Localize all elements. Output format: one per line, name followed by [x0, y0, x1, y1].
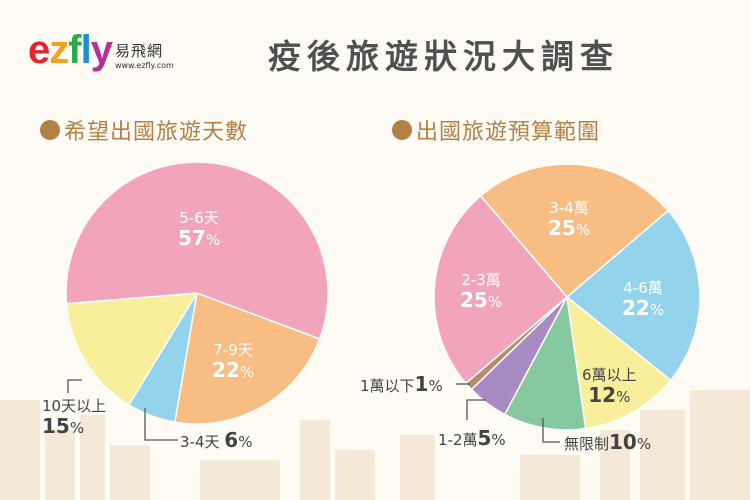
leader-line-10days	[67, 379, 82, 393]
logo-url: www.ezfly.com	[114, 61, 174, 70]
ezfly-logo[interactable]: ezfly 易飛網 www.ezfly.com	[28, 30, 174, 70]
logo-chinese-name: 易飛網	[114, 42, 163, 60]
label-3-4-wan: 3-4萬 25%	[548, 199, 591, 240]
pie-2-slice-2	[565, 209, 701, 382]
label-under-1-wan: 1萬以下1%	[360, 372, 443, 396]
label-2-3-wan: 2-3萬 25%	[460, 271, 503, 312]
logo-wordmark: ezfly	[28, 28, 113, 72]
bullet-dot-icon	[40, 120, 60, 140]
label-4-6-wan: 4-6萬 22%	[622, 279, 665, 320]
chart-2-heading: 出國旅遊預算範圍	[392, 114, 600, 146]
pie-2-slice-4	[503, 294, 587, 431]
bullet-dot-icon	[392, 120, 412, 140]
leader-line-3-4days	[144, 408, 178, 441]
label-5-6-days: 5-6天 57%	[178, 209, 221, 250]
leader-line-1-2wan	[466, 399, 486, 420]
pie-2-slice-3	[565, 295, 672, 430]
chart-1-title: 希望出國旅遊天數	[64, 120, 249, 145]
label-unlimited: 無限制10%	[564, 430, 652, 454]
label-7-9-days: 7-9天 22%	[212, 341, 255, 382]
chart-1-heading: 希望出國旅遊天數	[40, 114, 248, 146]
chart-2-title: 出國旅遊預算範圍	[416, 120, 601, 145]
label-1-2-wan: 1-2萬5%	[438, 426, 506, 450]
label-10-plus-days: 10天以上 15%	[42, 397, 107, 438]
pie-2-slice-1	[479, 163, 670, 299]
pie-1-slice-4	[65, 292, 199, 406]
pie-2-slice-7	[433, 194, 569, 385]
city-skyline-background	[0, 390, 750, 500]
page-title: 疫後旅遊狀況大調查	[268, 37, 619, 76]
label-6-wan-plus: 6萬以上 12%	[582, 366, 637, 407]
leader-line-unlimited	[542, 418, 560, 443]
pie-1-slice-1	[65, 161, 329, 340]
label-3-4-days: 3-4天 6%	[180, 428, 253, 452]
